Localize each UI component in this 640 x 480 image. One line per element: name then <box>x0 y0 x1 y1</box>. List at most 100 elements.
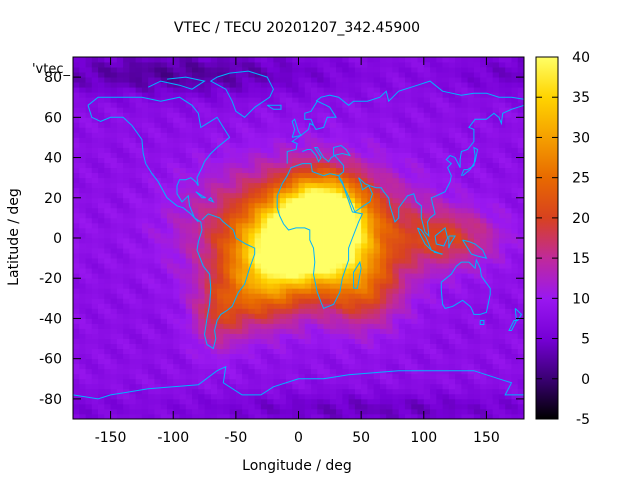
heatmap-cell <box>210 378 218 385</box>
heatmap-cell <box>123 273 130 279</box>
heatmap-cell <box>423 222 431 229</box>
heatmap-cell <box>110 182 118 189</box>
heatmap-cell <box>317 338 324 344</box>
heatmap-cell <box>498 258 506 264</box>
heatmap-cell <box>267 363 274 370</box>
heatmap-cell <box>323 117 331 123</box>
heatmap-cell <box>386 363 393 370</box>
heatmap-cell <box>273 408 281 415</box>
heatmap-cell <box>323 278 331 284</box>
heatmap-cell <box>185 303 193 309</box>
heatmap-cell <box>98 288 105 294</box>
heatmap-cell <box>110 338 118 344</box>
heatmap-cell <box>110 403 118 410</box>
heatmap-cell <box>455 378 462 385</box>
heatmap-cell <box>317 122 324 128</box>
heatmap-cell <box>336 192 343 199</box>
heatmap-cell <box>110 167 118 174</box>
heatmap-cell <box>486 258 494 264</box>
heatmap-cell <box>123 368 130 375</box>
heatmap-cell <box>436 227 443 234</box>
heatmap-cell <box>342 207 350 214</box>
heatmap-cell <box>148 283 155 289</box>
heatmap-cell <box>361 72 368 78</box>
heatmap-cell <box>417 258 425 264</box>
heatmap-cell <box>204 248 212 254</box>
heatmap-cell <box>386 167 393 174</box>
heatmap-cell <box>323 72 331 78</box>
heatmap-cell <box>423 212 431 219</box>
heatmap-cell <box>417 303 425 309</box>
heatmap-cell <box>217 338 224 344</box>
heatmap-cell <box>248 333 256 339</box>
heatmap-cell <box>98 408 105 415</box>
heatmap-cell <box>116 97 124 103</box>
heatmap-cell <box>73 92 80 98</box>
heatmap-cell <box>98 313 105 319</box>
heatmap-cell <box>392 263 400 269</box>
heatmap-cell <box>336 293 343 299</box>
heatmap-cell <box>179 102 187 108</box>
heatmap-cell <box>254 82 262 88</box>
heatmap-cell <box>505 338 512 344</box>
heatmap-cell <box>492 298 500 304</box>
heatmap-cell <box>267 268 274 274</box>
heatmap-cell <box>292 192 299 199</box>
heatmap-cell <box>323 248 331 254</box>
heatmap-cell <box>173 293 180 299</box>
heatmap-cell <box>411 243 418 249</box>
heatmap-cell <box>154 253 162 259</box>
heatmap-cell <box>480 398 487 405</box>
heatmap-cell <box>423 398 431 405</box>
heatmap-cell <box>336 398 343 405</box>
heatmap-cell <box>135 92 143 98</box>
heatmap-cell <box>348 197 356 204</box>
heatmap-cell <box>260 393 268 400</box>
heatmap-cell <box>179 283 187 289</box>
heatmap-cell <box>361 248 368 254</box>
heatmap-cell <box>442 308 450 314</box>
heatmap-cell <box>235 157 243 163</box>
heatmap-cell <box>160 323 168 329</box>
heatmap-cell <box>411 202 418 209</box>
heatmap-cell <box>430 353 437 360</box>
heatmap-cell <box>461 268 469 274</box>
heatmap-cell <box>342 127 350 133</box>
heatmap-cell <box>354 222 362 229</box>
heatmap-cell <box>254 408 262 415</box>
heatmap-cell <box>198 97 205 103</box>
heatmap-cell <box>473 57 481 63</box>
heatmap-cell <box>411 343 418 350</box>
heatmap-cell <box>367 258 375 264</box>
heatmap-cell <box>279 273 287 279</box>
heatmap-cell <box>498 388 506 395</box>
heatmap-cell <box>285 57 293 63</box>
heatmap-cell <box>160 318 168 324</box>
heatmap-cell <box>461 152 469 158</box>
heatmap-cell <box>373 142 381 148</box>
heatmap-cell <box>210 308 218 314</box>
heatmap-cell <box>260 192 268 199</box>
heatmap-cell <box>179 348 187 355</box>
heatmap-cell <box>192 413 199 420</box>
heatmap-cell <box>235 388 243 395</box>
heatmap-cell <box>285 298 293 304</box>
heatmap-cell <box>91 393 99 400</box>
heatmap-cell <box>298 112 306 118</box>
heatmap-cell <box>492 363 500 370</box>
heatmap-cell <box>461 182 469 189</box>
heatmap-cell <box>148 308 155 314</box>
heatmap-cell <box>260 62 268 68</box>
heatmap-cell <box>235 283 243 289</box>
heatmap-cell <box>85 333 93 339</box>
heatmap-cell <box>423 67 431 73</box>
heatmap-cell <box>229 67 237 73</box>
heatmap-cell <box>267 67 274 73</box>
heatmap-cell <box>411 97 418 103</box>
heatmap-cell <box>392 132 400 138</box>
heatmap-cell <box>248 373 256 380</box>
heatmap-cell <box>354 258 362 264</box>
heatmap-cell <box>336 132 343 138</box>
heatmap-cell <box>210 363 218 370</box>
heatmap-cell <box>423 117 431 123</box>
